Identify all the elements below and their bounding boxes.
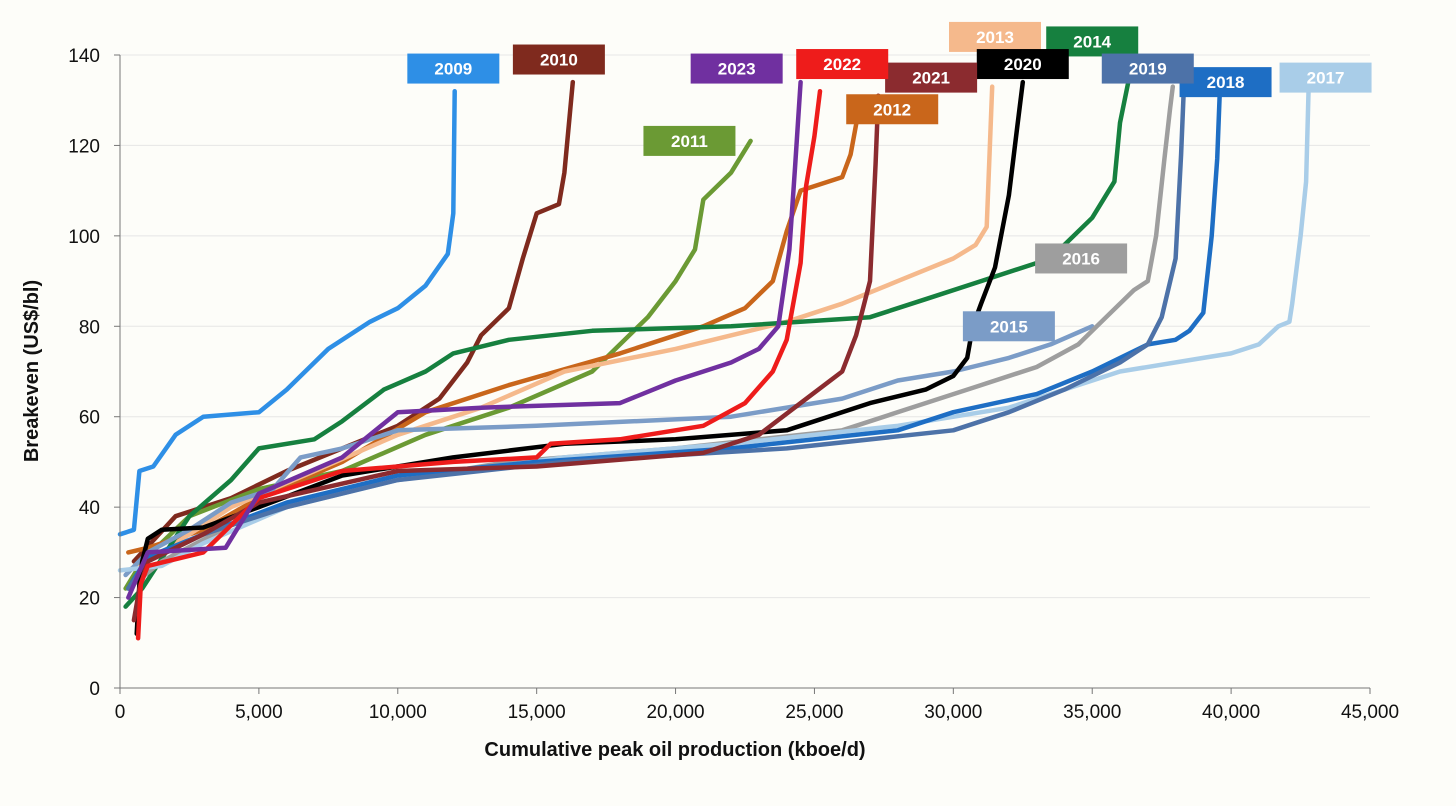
series-line-2011 bbox=[123, 138, 753, 591]
series-label-box-2009 bbox=[407, 53, 500, 84]
x-tick-label: 5,000 bbox=[235, 702, 283, 723]
series-label-box-2018 bbox=[1179, 67, 1272, 98]
series-line-2022 bbox=[135, 88, 823, 641]
series-label-2016: 2016 bbox=[1062, 249, 1100, 268]
x-tick-label: 35,000 bbox=[1063, 702, 1121, 723]
series-line-2012 bbox=[126, 107, 862, 555]
y-tick-label: 0 bbox=[89, 679, 100, 700]
series-label-2014: 2014 bbox=[1073, 32, 1111, 51]
x-tick-label: 0 bbox=[115, 702, 126, 723]
series-label-2009: 2009 bbox=[434, 60, 472, 79]
series-label-2011: 2011 bbox=[671, 132, 708, 151]
series-label-2017: 2017 bbox=[1307, 69, 1345, 88]
series-label-box-2017 bbox=[1279, 62, 1372, 93]
series-label-box-2015 bbox=[962, 311, 1055, 342]
x-tick-label: 10,000 bbox=[369, 702, 427, 723]
series-line-2014 bbox=[123, 79, 1131, 609]
x-tick-label: 20,000 bbox=[646, 702, 704, 723]
series-labels: 2009 2010 2011 2012 2013 2014 2015 2016 2017 2018… bbox=[407, 21, 1372, 342]
y-tick-label: 140 bbox=[68, 46, 100, 67]
series-label-box-2016 bbox=[1035, 243, 1128, 274]
series-label-box-2013 bbox=[949, 21, 1041, 52]
series-line-2019 bbox=[126, 84, 1187, 591]
series-line-2015 bbox=[123, 324, 1095, 578]
x-tick-label: 45,000 bbox=[1341, 702, 1399, 723]
series-lines bbox=[117, 75, 1312, 641]
series-label-box-2019 bbox=[1101, 53, 1194, 84]
series-label-2021: 2021 bbox=[912, 69, 950, 88]
series-label-2010: 2010 bbox=[540, 51, 578, 70]
x-tick-label: 25,000 bbox=[785, 702, 843, 723]
series-label-2022: 2022 bbox=[823, 55, 861, 74]
axes: 0 20 40 60 80 100 120 140 0 5,000 10,000 15,000 20,0… bbox=[68, 46, 1399, 723]
series-line-2010 bbox=[131, 79, 576, 564]
series-line-2020 bbox=[134, 79, 1026, 636]
x-tick-label: 15,000 bbox=[508, 702, 566, 723]
series-label-2013: 2013 bbox=[976, 28, 1014, 47]
x-tick-label: 30,000 bbox=[924, 702, 982, 723]
series-label-2015: 2015 bbox=[990, 317, 1028, 336]
series-line-2018 bbox=[126, 84, 1223, 591]
series-label-box-2012 bbox=[846, 94, 939, 125]
y-tick-label: 120 bbox=[68, 136, 100, 157]
series-label-box-2021 bbox=[885, 62, 978, 93]
series-label-box-2023 bbox=[690, 53, 783, 84]
series-label-box-2011 bbox=[643, 125, 736, 156]
x-tick-label: 40,000 bbox=[1202, 702, 1260, 723]
series-line-2023 bbox=[126, 79, 803, 600]
series-label-2018: 2018 bbox=[1207, 73, 1245, 92]
series-label-box-2010 bbox=[512, 44, 605, 75]
series-label-2020: 2020 bbox=[1004, 55, 1042, 74]
series-label-box-2020 bbox=[976, 49, 1069, 80]
y-axis-title: Breakeven (US$/bl) bbox=[21, 280, 43, 462]
series-label-2012: 2012 bbox=[873, 100, 911, 119]
series-label-box-2022 bbox=[796, 49, 889, 80]
series-line-2021 bbox=[131, 93, 881, 623]
x-axis-title: Cumulative peak oil production (kboe/d) bbox=[484, 739, 865, 761]
series-label-2023: 2023 bbox=[718, 60, 756, 79]
y-tick-label: 100 bbox=[68, 227, 100, 248]
y-tick-label: 80 bbox=[79, 317, 100, 338]
y-tick-label: 60 bbox=[79, 408, 100, 429]
y-tick-label: 20 bbox=[79, 589, 100, 610]
y-tick-label: 40 bbox=[79, 498, 100, 519]
series-line-2009 bbox=[117, 88, 457, 537]
series-label-2019: 2019 bbox=[1129, 60, 1167, 79]
